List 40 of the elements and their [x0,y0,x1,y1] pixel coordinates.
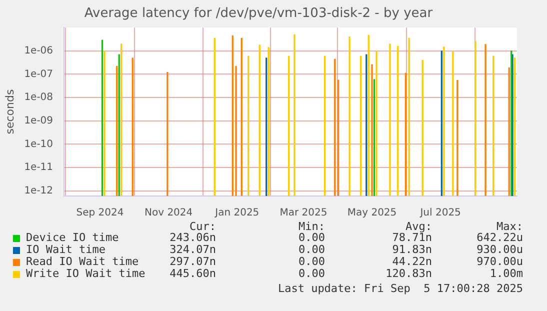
text: 0.00 [298,255,325,268]
y-axis-title: seconds [3,89,16,134]
text: 297.07n [170,255,216,268]
text: Avg: [406,220,432,233]
text: 0.00 [298,267,325,280]
text: 44.22n [392,255,432,268]
x-tick-label: Mar 2025 [280,208,328,219]
text: 243.06n [170,231,216,244]
text: 970.00u [476,255,523,268]
x-tick-label: Nov 2024 [144,208,193,219]
text: 1.00m [490,267,523,280]
text: 930.00u [476,243,523,256]
text: 78.71n [392,231,432,244]
text: Last update: Fri Sep 5 17:00:28 2025 [278,282,523,295]
x-tick-label: May 2025 [347,208,397,219]
text: 324.07n [170,243,216,256]
x-tick-label: Jan 2025 [214,208,260,219]
y-tick-label: 1e-06 [24,46,54,57]
text: 642.22u [476,231,523,244]
legend-label: Write IO Wait time [26,267,146,280]
y-tick-label: 1e-09 [24,115,54,126]
x-tick-label: Jul 2025 [419,208,461,219]
y-tick-label: 1e-11 [24,162,54,174]
legend-label: Read IO Wait time [26,255,139,268]
y-tick-label: 1e-12 [24,185,54,196]
text: 0.00 [298,243,325,256]
text: 120.83n [386,267,432,280]
legend-label: Device IO time [26,231,119,244]
legend-label: IO Wait time [26,243,106,256]
text: 91.83n [392,243,432,256]
y-tick-label: 1e-08 [24,92,54,104]
text: 0.00 [298,231,325,244]
y-tick-label: 1e-07 [24,68,54,80]
text: 445.60n [170,267,216,280]
text: Min: [298,220,325,233]
text: Cur: [190,220,216,233]
text: Max: [496,220,523,233]
x-tick-label: Sep 2024 [76,208,124,219]
chart-title: Average latency for /dev/pve/vm-103-disk-2 - by year [84,6,434,22]
y-tick-label: 1e-10 [24,138,54,150]
